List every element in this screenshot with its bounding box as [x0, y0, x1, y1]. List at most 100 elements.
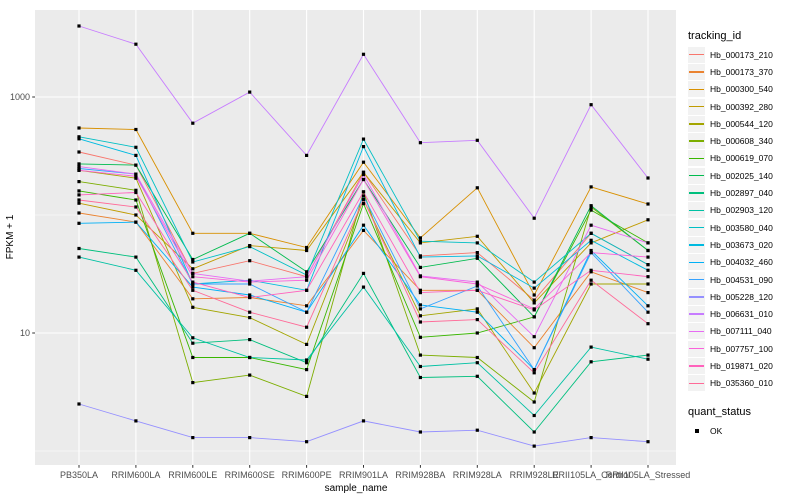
data-point — [77, 246, 81, 251]
legend-item-label: Hb_000544_120 — [710, 118, 773, 129]
data-point — [589, 278, 593, 282]
data-point — [134, 176, 138, 180]
legend-item: Hb_007757_100 — [688, 340, 798, 357]
legend-line-icon — [689, 123, 704, 125]
legend-item-label: Hb_005228_120 — [710, 291, 773, 302]
data-point — [134, 255, 138, 259]
legend-key-swatch — [688, 323, 705, 340]
data-point — [191, 355, 195, 360]
data-point — [361, 285, 366, 289]
data-point — [589, 345, 593, 349]
legend-key-swatch — [688, 288, 705, 305]
legend-item-label: Hb_004531_090 — [710, 274, 773, 285]
data-point — [305, 245, 309, 250]
data-point — [248, 280, 252, 284]
data-point — [418, 236, 422, 240]
data-point — [248, 293, 252, 297]
legend-key-swatch — [688, 236, 705, 253]
legend-item: Hb_000608_340 — [688, 132, 798, 150]
x-axis-title: sample_name — [325, 483, 388, 494]
quant-item-label: OK — [710, 425, 723, 436]
data-point — [248, 436, 252, 440]
data-point — [589, 241, 593, 245]
data-point — [646, 282, 650, 286]
legend-item-label: Hb_000173_370 — [710, 66, 773, 77]
data-point — [248, 295, 252, 300]
legend-item-label: Hb_002897_040 — [710, 188, 773, 199]
data-point — [361, 223, 366, 227]
quant-legend-items: OK — [688, 422, 798, 439]
data-point — [305, 275, 309, 279]
data-point — [77, 162, 81, 166]
y-tick-label: 1000 — [10, 92, 30, 102]
legend-key-swatch — [688, 271, 705, 288]
data-point — [589, 268, 593, 272]
legend-item: Hb_003673_020 — [688, 236, 798, 253]
data-point — [134, 268, 138, 272]
data-point — [475, 361, 479, 365]
data-point — [361, 177, 366, 182]
data-point — [248, 231, 252, 235]
legend-line-icon — [689, 296, 704, 298]
data-point — [532, 335, 536, 339]
data-point — [361, 202, 366, 206]
legend-line-icon — [689, 244, 704, 246]
data-point — [305, 310, 309, 314]
legend-item: Hb_003580_040 — [688, 219, 798, 236]
legend-line-icon — [689, 192, 704, 194]
legend-line-icon — [689, 313, 704, 315]
data-point — [77, 221, 81, 225]
data-point — [532, 400, 536, 404]
data-point — [191, 282, 195, 286]
data-point — [475, 186, 479, 190]
data-point — [532, 430, 536, 434]
legend-item: Hb_000392_280 — [688, 98, 798, 115]
legend-item-label: Hb_004032_460 — [710, 257, 773, 268]
data-point — [475, 310, 479, 314]
data-point — [191, 267, 195, 271]
legend-line-icon — [689, 105, 704, 108]
data-point — [532, 346, 536, 350]
legend-line-icon — [689, 175, 704, 177]
legend-item: Hb_019871_020 — [688, 357, 798, 374]
data-point — [134, 145, 138, 149]
data-point — [305, 270, 309, 274]
data-point — [305, 248, 309, 253]
data-point — [305, 358, 309, 362]
data-point — [191, 285, 195, 289]
data-point — [589, 251, 593, 255]
data-point — [134, 213, 138, 217]
data-point — [305, 153, 309, 157]
data-point — [475, 374, 479, 378]
data-point — [191, 275, 195, 279]
data-point — [532, 368, 536, 372]
data-point — [646, 241, 650, 245]
data-point — [361, 160, 366, 164]
legend-key-swatch — [688, 150, 705, 167]
legend-item: Hb_004032_460 — [688, 254, 798, 271]
data-point — [589, 223, 593, 227]
data-point — [191, 271, 195, 275]
x-tick-label: RRII105LA_Stressed — [606, 470, 691, 480]
legend-key-swatch — [688, 219, 705, 236]
data-point — [475, 428, 479, 432]
data-point — [646, 357, 650, 361]
legend-item-label: Hb_003673_020 — [710, 239, 773, 250]
data-point — [532, 293, 536, 297]
data-point — [475, 355, 479, 360]
data-point — [191, 336, 195, 340]
data-point — [646, 304, 650, 308]
legend-key-swatch — [688, 185, 705, 202]
data-point — [646, 268, 650, 272]
legend-line-icon — [689, 157, 704, 160]
legend-line-icon — [689, 209, 704, 212]
data-point — [418, 265, 422, 269]
data-point — [589, 360, 593, 364]
data-point — [305, 440, 309, 444]
legend-key-swatch — [688, 115, 705, 132]
data-point — [532, 216, 536, 220]
data-point — [77, 168, 81, 172]
legend-key-swatch — [688, 63, 705, 80]
quant-legend-title: quant_status — [688, 405, 751, 418]
data-point — [646, 310, 650, 314]
